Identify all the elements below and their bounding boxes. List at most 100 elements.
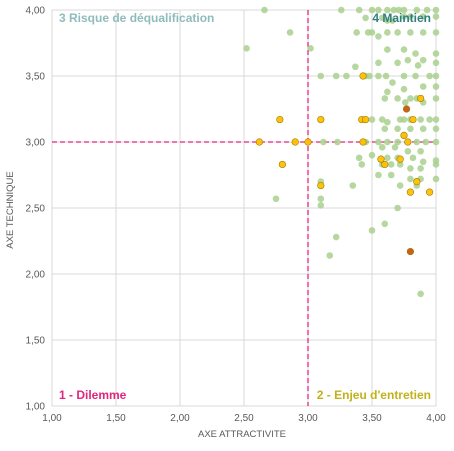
data-point: [337, 6, 345, 14]
data-point: [412, 50, 419, 57]
data-point: [394, 204, 401, 212]
data-point: [413, 178, 421, 186]
data-point: [381, 220, 389, 228]
data-point: [414, 62, 422, 69]
data-point: [261, 6, 268, 14]
data-point: [400, 72, 408, 80]
data-point: [278, 160, 287, 169]
data-point: [368, 151, 376, 159]
data-point: [432, 29, 440, 36]
data-point: [432, 50, 440, 57]
data-point: [381, 95, 389, 102]
data-point: [326, 252, 334, 259]
data-point: [432, 175, 440, 183]
data-point: [407, 175, 414, 183]
data-point: [401, 99, 409, 106]
data-point: [432, 125, 440, 133]
data-point: [404, 147, 412, 155]
data-point: [378, 116, 386, 123]
data-point: [396, 155, 404, 163]
data-point: [359, 72, 367, 80]
data-point: [243, 44, 250, 52]
y-tick-label: 2,00: [26, 270, 46, 281]
data-point: [432, 116, 440, 123]
data-point: [432, 83, 440, 90]
data-point: [407, 13, 414, 20]
data-point: [255, 138, 263, 146]
data-point: [432, 6, 440, 14]
data-point: [332, 72, 340, 80]
data-point: [432, 72, 440, 80]
data-point: [407, 29, 414, 36]
data-point: [406, 247, 415, 256]
data-point: [384, 6, 391, 14]
data-point: [400, 85, 408, 93]
data-point: [317, 195, 325, 203]
data-point: [419, 83, 427, 90]
y-tick-label: 1,00: [26, 402, 46, 413]
data-point: [381, 125, 389, 133]
data-point: [432, 138, 440, 146]
data-point: [423, 6, 431, 14]
data-point: [384, 88, 391, 96]
data-point: [419, 125, 427, 133]
data-point: [432, 95, 440, 102]
data-point: [286, 29, 294, 36]
data-point: [413, 6, 421, 14]
data-point: [387, 161, 395, 168]
data-point: [384, 17, 391, 24]
data-point: [332, 233, 340, 241]
data-point: [291, 138, 299, 146]
data-point: [394, 29, 401, 36]
data-point: [384, 154, 391, 162]
data-point: [396, 161, 404, 168]
x-tick-label: 1,50: [106, 413, 126, 424]
data-point: [389, 17, 396, 24]
data-point: [409, 115, 417, 124]
data-point: [343, 72, 350, 80]
data-point: [387, 171, 395, 179]
data-point: [358, 161, 366, 168]
data-point: [317, 72, 325, 80]
data-point: [391, 143, 399, 151]
data-point: [384, 118, 391, 126]
quadrant-label-risk: 3 Risque de déqualification: [59, 11, 214, 25]
data-point: [407, 95, 414, 102]
data-point: [432, 59, 440, 67]
data-point: [384, 138, 391, 146]
data-point: [355, 154, 363, 162]
data-point: [375, 138, 382, 146]
data-point: [404, 56, 412, 64]
data-point: [382, 72, 390, 80]
data-point: [381, 160, 389, 169]
data-point: [394, 138, 401, 146]
data-point: [375, 59, 382, 67]
data-point: [368, 227, 376, 234]
data-point: [276, 115, 284, 124]
y-tick-label: 2,50: [26, 204, 46, 215]
data-point: [394, 95, 401, 102]
data-point: [377, 155, 385, 163]
data-point: [432, 13, 440, 20]
quadrant-label-dilemma: 1 - Dilemme: [59, 388, 127, 402]
quadrant-label-maintain: 4 Maintien: [372, 11, 431, 25]
x-axis-title: AXE ATTRACTIVITE: [198, 429, 286, 440]
data-point: [375, 72, 382, 80]
data-point: [422, 138, 430, 146]
data-point: [407, 125, 414, 133]
data-point: [409, 154, 417, 162]
data-point: [359, 138, 367, 146]
data-point: [362, 14, 369, 22]
data-point: [394, 59, 401, 67]
data-point: [375, 33, 382, 40]
data-point: [384, 46, 391, 53]
data-point: [317, 115, 325, 124]
data-point: [417, 116, 424, 123]
data-point: [390, 6, 398, 14]
data-point: [368, 6, 376, 14]
data-point: [353, 29, 360, 36]
x-tick-label: 4,00: [426, 413, 446, 424]
data-point: [417, 147, 424, 155]
